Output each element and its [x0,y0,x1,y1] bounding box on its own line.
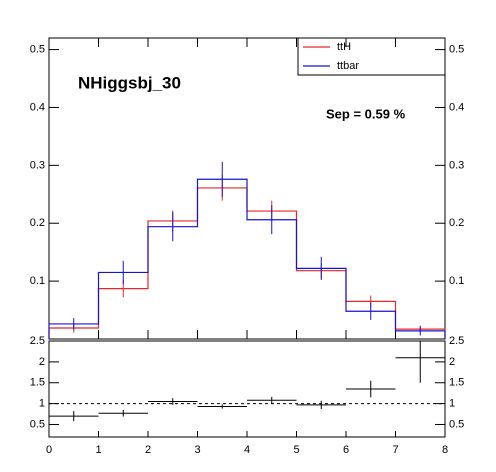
y-tick-label: 1.5 [30,377,45,389]
x-tick-label: 7 [392,444,398,456]
y-tick-label: 0.5 [449,43,464,55]
x-tick-label: 6 [343,444,349,456]
y-tick-label: 0.1 [30,275,45,287]
legend-label: ttbar [337,60,359,72]
y-tick-label: 0.4 [449,101,464,113]
y-tick-label: 0.4 [30,101,45,113]
legend-box [297,37,446,76]
x-tick-label: 5 [293,444,299,456]
x-tick-label: 8 [442,444,448,456]
y-tick-label: 2 [39,356,45,368]
y-tick-label: 0.5 [30,43,45,55]
y-tick-label: 0.5 [449,418,464,430]
x-tick-label: 3 [194,444,200,456]
y-tick-label: 2.5 [449,335,464,347]
x-tick-label: 4 [244,444,250,456]
annotation: Sep = 0.59 % [326,106,406,121]
legend-label: ttH [337,41,351,53]
y-tick-label: 0.3 [449,159,464,171]
chart-title: NHiggsbj_30 [78,73,181,92]
y-tick-label: 0.2 [449,217,464,229]
histogram-line [48,178,446,339]
x-tick-label: 0 [46,444,52,456]
x-tick-label: 1 [95,444,101,456]
y-tick-label: 1.5 [449,377,464,389]
y-tick-label: 0.5 [30,418,45,430]
y-tick-label: 0.1 [449,275,464,287]
y-tick-label: 1 [39,398,45,410]
y-tick-label: 2 [449,356,455,368]
y-tick-label: 2.5 [30,335,45,347]
x-tick-label: 2 [145,444,151,456]
y-tick-label: 1 [449,398,455,410]
y-tick-label: 0.3 [30,159,45,171]
y-tick-label: 0.2 [30,217,45,229]
